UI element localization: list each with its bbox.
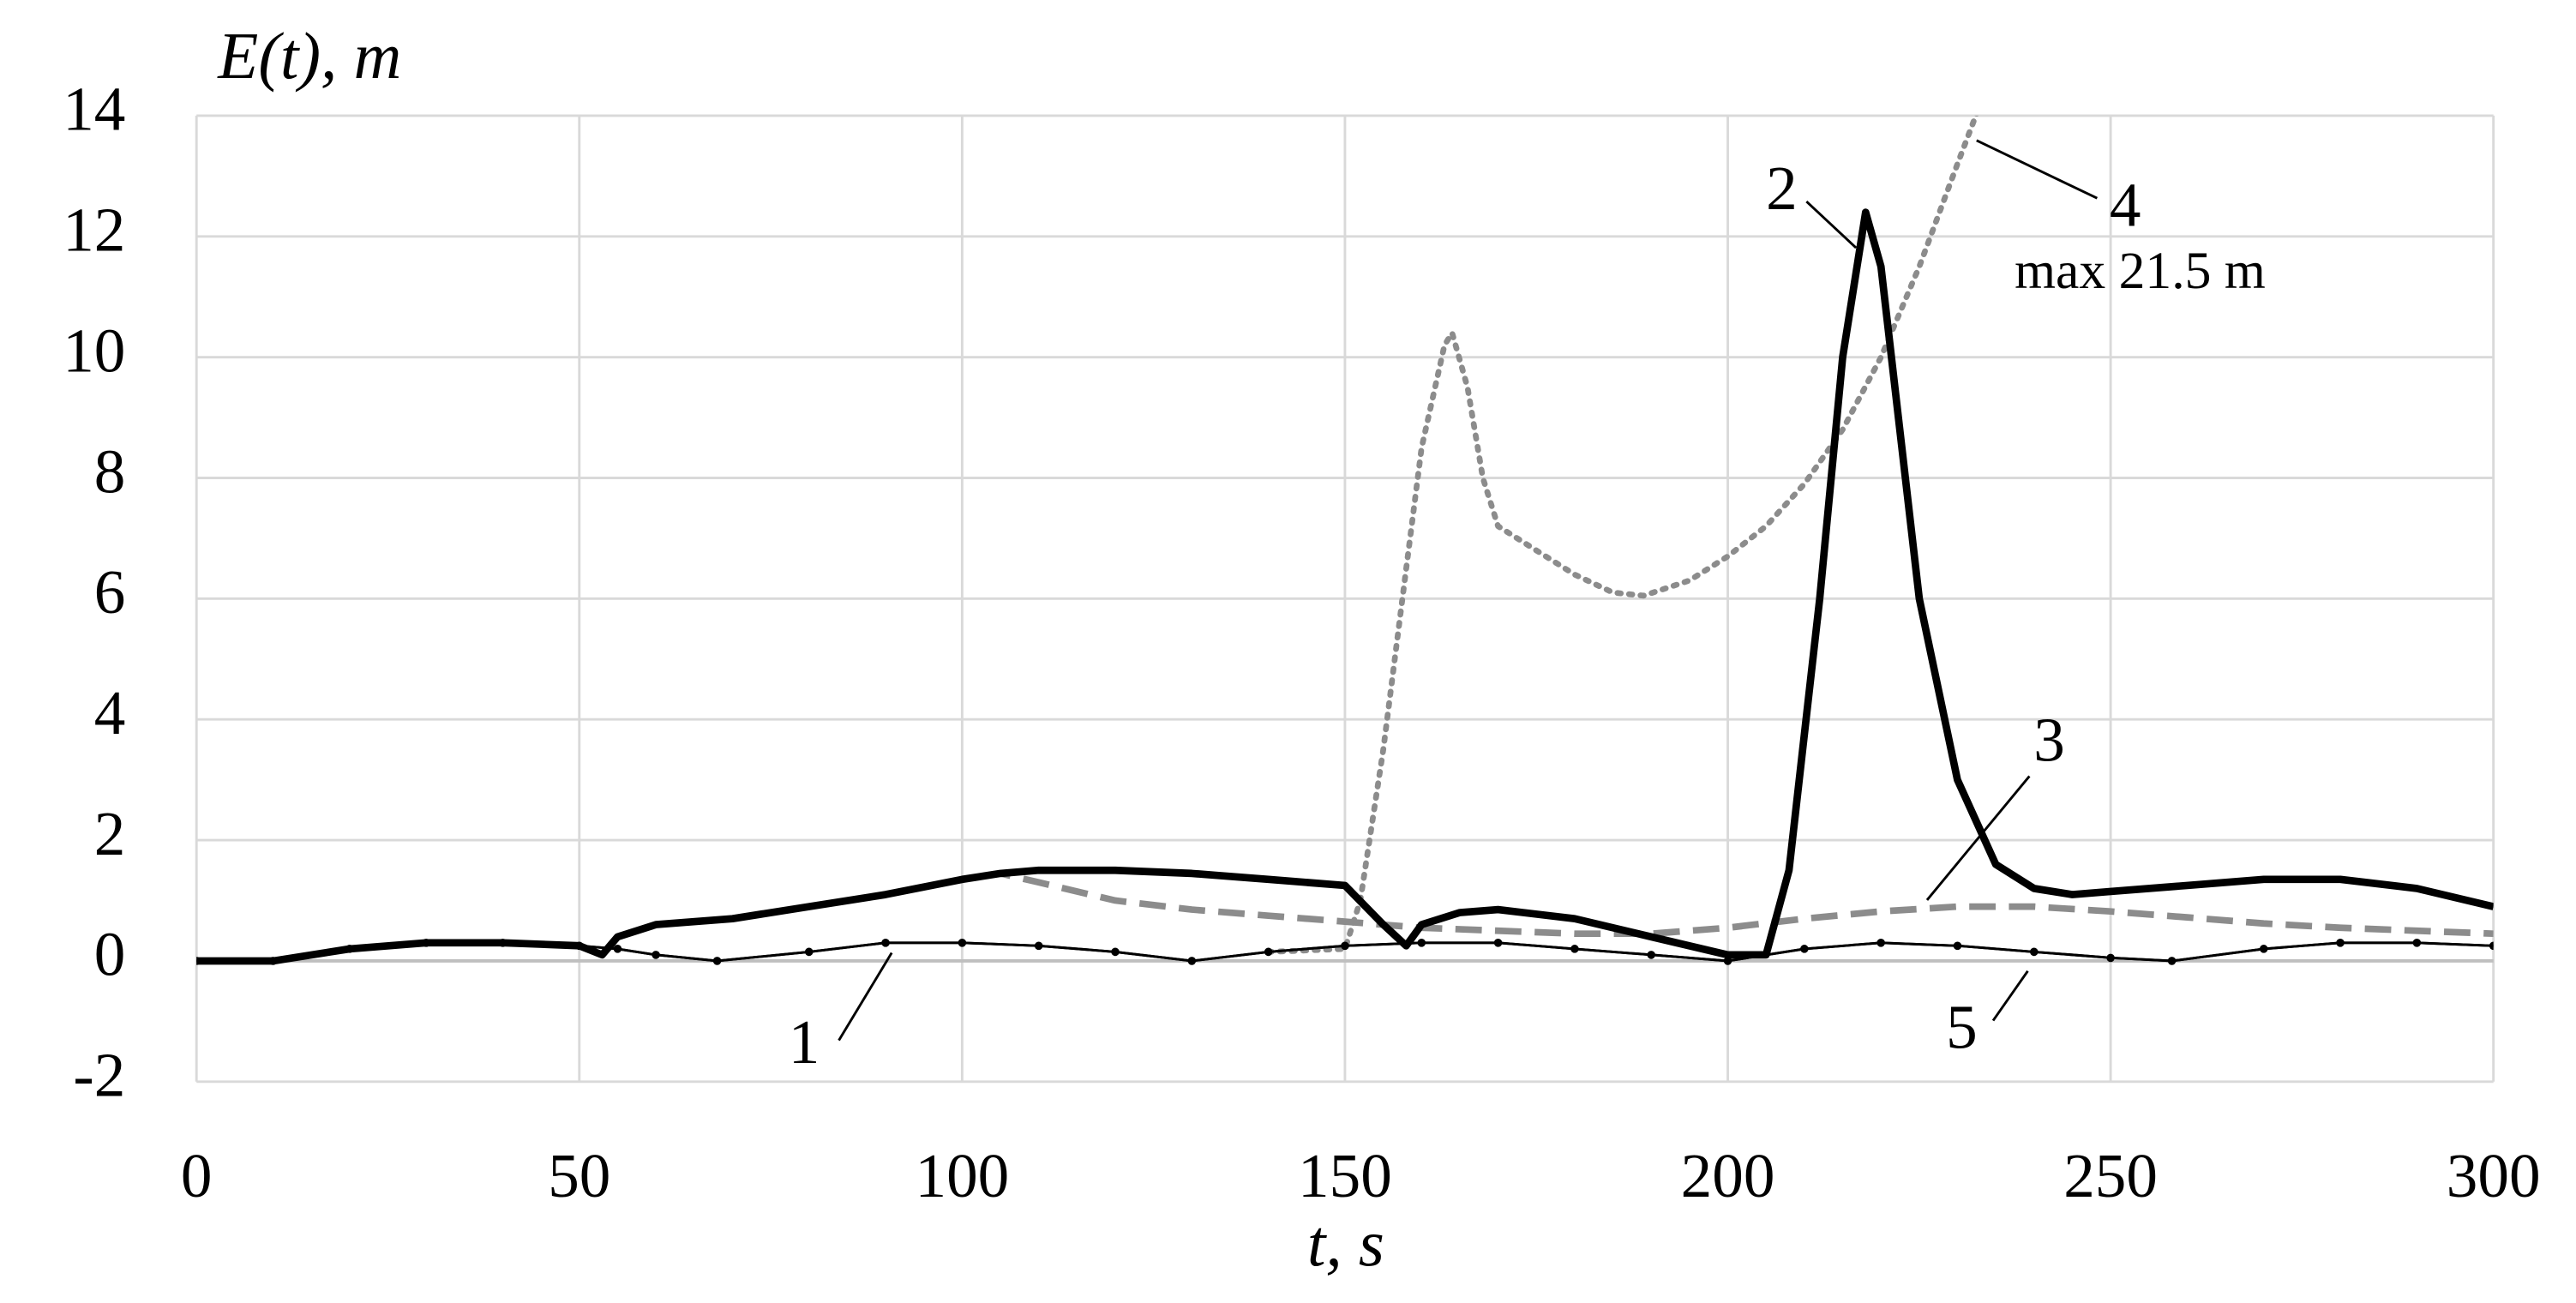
y-tick-label: 14	[63, 75, 125, 144]
series-line	[1265, 115, 1979, 955]
x-tick-label: 0	[181, 1141, 213, 1210]
x-tick-label: 150	[1298, 1141, 1392, 1210]
series-line	[196, 941, 2494, 963]
series-labels: 1 2 3 4 5	[789, 139, 2141, 1077]
leader-line	[1976, 139, 2099, 200]
y-tick-label: 10	[63, 315, 125, 385]
x-tick-label: 250	[2063, 1141, 2158, 1210]
leader-line	[1925, 775, 2031, 901]
y-tick-label: 4	[94, 678, 126, 748]
annotation: max 21.5 m	[2015, 242, 2266, 300]
series-label: 2	[1766, 153, 1798, 223]
leader-line	[1991, 970, 2029, 1022]
y-tick-label: 2	[94, 799, 126, 868]
y-tick-label: 0	[94, 920, 126, 989]
series-line	[196, 208, 2494, 965]
x-axis-label: t, s	[1307, 1206, 1384, 1280]
x-tick-label: 100	[915, 1141, 1009, 1210]
y-axis-label: E(t), m	[217, 19, 401, 93]
grid	[195, 114, 2495, 1084]
plot-area	[196, 115, 2494, 965]
series-label: 3	[2033, 706, 2065, 775]
series-label: 5	[1946, 993, 1978, 1062]
x-tick-label: 50	[548, 1141, 610, 1210]
y-tick-label: 6	[94, 557, 126, 627]
y-tick-label: 12	[63, 195, 125, 265]
leader-line	[838, 952, 893, 1042]
x-tick-label: 200	[1681, 1141, 1775, 1210]
x-tick-label: 300	[2447, 1141, 2541, 1210]
leader-line	[1805, 201, 1858, 249]
series-label: 1	[789, 1007, 820, 1077]
y-tick-label: -2	[73, 1041, 125, 1110]
y-tick-label: 8	[94, 436, 126, 506]
series-label: 4	[2110, 170, 2141, 239]
